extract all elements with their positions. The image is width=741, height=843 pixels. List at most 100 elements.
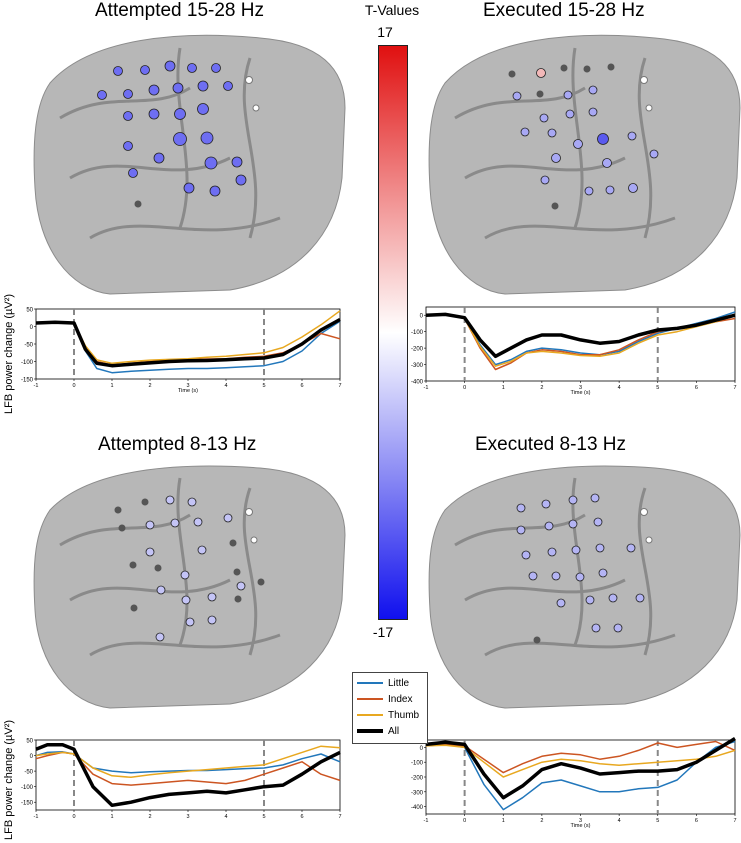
x-axis-label: Time (s) <box>571 390 591 395</box>
brain-image-exe-beta <box>428 34 741 295</box>
x-tick-label: 3 <box>579 818 582 824</box>
x-tick-label: 4 <box>224 383 227 389</box>
legend-swatch <box>357 682 383 684</box>
y-tick-label: -300 <box>411 790 424 796</box>
series-line-all <box>35 317 341 368</box>
x-tick-label: 3 <box>186 383 189 389</box>
x-tick-label: 6 <box>695 818 698 824</box>
y-tick-label: -400 <box>411 805 424 811</box>
x-tick-label: 2 <box>148 383 151 389</box>
x-tick-label: 7 <box>733 818 736 824</box>
x-tick-label: -1 <box>424 818 429 824</box>
colorbar-min-label: -17 <box>372 624 394 640</box>
y-tick-label: -50 <box>24 343 33 349</box>
y-tick-label: 0 <box>420 746 424 752</box>
x-tick-label: 2 <box>540 818 543 824</box>
series-line-all <box>425 312 736 359</box>
y-tick-label: 50 <box>26 308 33 314</box>
y-tick-label: 50 <box>26 739 33 745</box>
colorbar-title: T-Values <box>364 2 420 18</box>
y-tick-label: -100 <box>21 360 34 366</box>
y-tick-label: 0 <box>30 754 34 760</box>
x-tick-label: 0 <box>463 818 466 824</box>
legend-swatch <box>357 698 383 700</box>
exe-alpha-title: Executed 8-13 Hz <box>475 434 627 455</box>
series-line-all <box>425 737 736 800</box>
exe-beta-title: Executed 15-28 Hz <box>483 0 645 21</box>
y-tick-label: -200 <box>411 347 424 353</box>
x-axis-label: Time (s) <box>178 388 198 393</box>
series-line-index <box>425 313 736 371</box>
y-tick-label: -100 <box>411 330 424 336</box>
chart-exe-beta: 0 -100 -200 -300 -400-1 0 1 2 3 4 5 6 7 Time (s) <box>411 306 737 395</box>
x-tick-label: 1 <box>502 385 505 391</box>
x-tick-label: 5 <box>262 814 265 820</box>
colorbar <box>378 45 408 620</box>
x-tick-label: 4 <box>618 385 621 391</box>
y-tick-label: -400 <box>411 380 424 386</box>
legend-item-all: All <box>357 724 399 738</box>
series-line-index <box>425 740 736 774</box>
series-line-little <box>425 740 736 811</box>
chart-att-beta: 50 0 -50 -100 -150-1 0 1 2 3 4 5 6 7 Time (s) <box>21 308 342 394</box>
x-tick-label: 0 <box>463 385 466 391</box>
x-tick-label: 6 <box>300 814 303 820</box>
att-beta-title: Attempted 15-28 Hz <box>95 0 264 21</box>
series-line-thumb <box>425 744 736 778</box>
x-tick-label: -1 <box>424 385 429 391</box>
x-axis-label: Time (s) <box>571 823 591 828</box>
x-tick-label: 1 <box>110 814 113 820</box>
legend-label: Little <box>388 677 410 689</box>
x-tick-label: 7 <box>733 385 736 391</box>
x-tick-label: 5 <box>656 818 659 824</box>
x-tick-label: 0 <box>72 814 75 820</box>
y-tick-label: -150 <box>21 378 34 384</box>
colorbar-max-label: 17 <box>377 24 393 40</box>
y-tick-label: -150 <box>21 801 34 807</box>
chart-exe-alpha: 0 -100 -200 -300 -400 -1 0 1 2 3 4 5 6 7 Time (s) <box>411 737 737 828</box>
legend-swatch <box>357 714 383 716</box>
legend-swatch <box>357 729 383 733</box>
x-tick-label: -1 <box>34 383 39 389</box>
x-tick-label: 1 <box>110 383 113 389</box>
plot-frame <box>35 739 341 811</box>
x-tick-label: 6 <box>695 385 698 391</box>
x-tick-label: 5 <box>656 385 659 391</box>
x-tick-label: 6 <box>300 383 303 389</box>
y-tick-label: -50 <box>24 770 33 776</box>
y-tick-label: -300 <box>411 363 424 369</box>
legend-item-index: Index <box>357 692 412 706</box>
y-tick-label: -100 <box>21 785 34 791</box>
series-line-all <box>35 742 341 808</box>
legend-label: All <box>388 725 400 737</box>
x-tick-label: 2 <box>148 814 151 820</box>
x-tick-label: -1 <box>34 814 39 820</box>
x-tick-label: 3 <box>186 814 189 820</box>
y-tick-label: -100 <box>411 761 424 767</box>
y-tick-label: -200 <box>411 776 424 782</box>
x-tick-label: 5 <box>262 383 265 389</box>
legend-item-little: Little <box>357 676 409 690</box>
brain-image-att-alpha <box>33 465 346 709</box>
x-tick-label: 4 <box>618 818 621 824</box>
y-tick-label: 0 <box>420 314 424 320</box>
brain-image-att-beta <box>33 34 346 295</box>
x-tick-label: 2 <box>540 385 543 391</box>
legend: Little Index Thumb All <box>352 672 428 744</box>
plot-frame <box>425 306 736 382</box>
x-tick-label: 7 <box>338 383 341 389</box>
y-tick-label: 0 <box>30 325 34 331</box>
x-tick-label: 7 <box>338 814 341 820</box>
legend-label: Index <box>388 693 413 705</box>
series-line-thumb <box>425 313 736 367</box>
x-tick-label: 3 <box>579 385 582 391</box>
x-tick-label: 0 <box>72 383 75 389</box>
series-line-thumb <box>35 745 341 779</box>
brain-image-exe-alpha <box>428 465 741 709</box>
chart-att-alpha: 50 0 -50 -100 -150 -1 0 1 2 3 4 5 6 7 <box>21 739 342 821</box>
legend-label: Thumb <box>388 709 420 721</box>
legend-item-thumb: Thumb <box>357 708 419 722</box>
x-tick-label: 4 <box>224 814 227 820</box>
x-tick-label: 1 <box>502 818 505 824</box>
att-alpha-title: Attempted 8-13 Hz <box>98 434 257 455</box>
